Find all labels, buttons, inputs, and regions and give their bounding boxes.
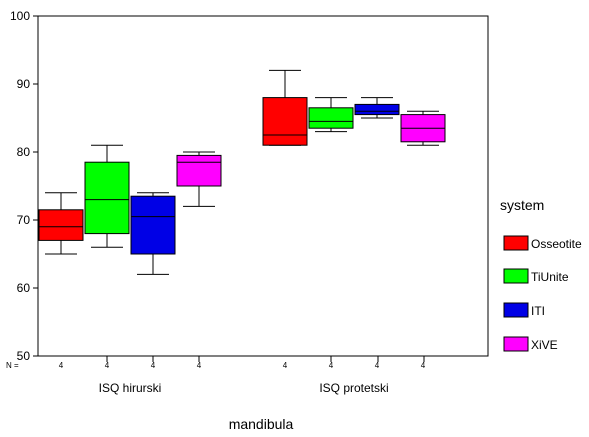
box-tiunite (84, 161, 130, 235)
n-count: 4 (421, 361, 426, 370)
n-count: 4 (375, 361, 380, 370)
box-osseotite (262, 97, 308, 146)
box-iti (354, 103, 400, 116)
x-axis-label: mandibula (229, 416, 294, 432)
box-xive (176, 154, 222, 187)
legend-swatch-tiunite (503, 268, 529, 284)
n-count: 4 (283, 361, 288, 370)
y-tick-label: 50 (17, 349, 31, 363)
box-osseotite (38, 209, 84, 241)
legend-label: XiVE (531, 338, 558, 352)
legend-swatch-xive (503, 336, 529, 352)
n-count: 4 (105, 361, 110, 370)
y-tick-label: 100 (10, 9, 30, 23)
y-tick-label: 70 (17, 213, 31, 227)
n-count: 4 (329, 361, 334, 370)
box-iti (130, 195, 176, 255)
plot-frame (37, 15, 489, 357)
legend-label: TiUnite (531, 270, 569, 284)
n-count: 4 (151, 361, 156, 370)
legend-swatch-iti (503, 302, 529, 318)
n-label: N = (6, 361, 19, 370)
y-tick-label: 80 (17, 145, 31, 159)
legend-label: Osseotite (531, 237, 582, 251)
category-label: ISQ protetski (319, 381, 388, 395)
legend-swatch-osseotite (503, 235, 529, 251)
y-tick-label: 60 (17, 281, 31, 295)
category-label: ISQ hirurski (99, 381, 162, 395)
n-count: 4 (59, 361, 64, 370)
legend-title: system (500, 197, 544, 213)
y-tick-label: 90 (17, 77, 31, 91)
legend-label: ITI (531, 304, 545, 318)
n-count: 4 (197, 361, 202, 370)
box-tiunite (308, 107, 354, 129)
